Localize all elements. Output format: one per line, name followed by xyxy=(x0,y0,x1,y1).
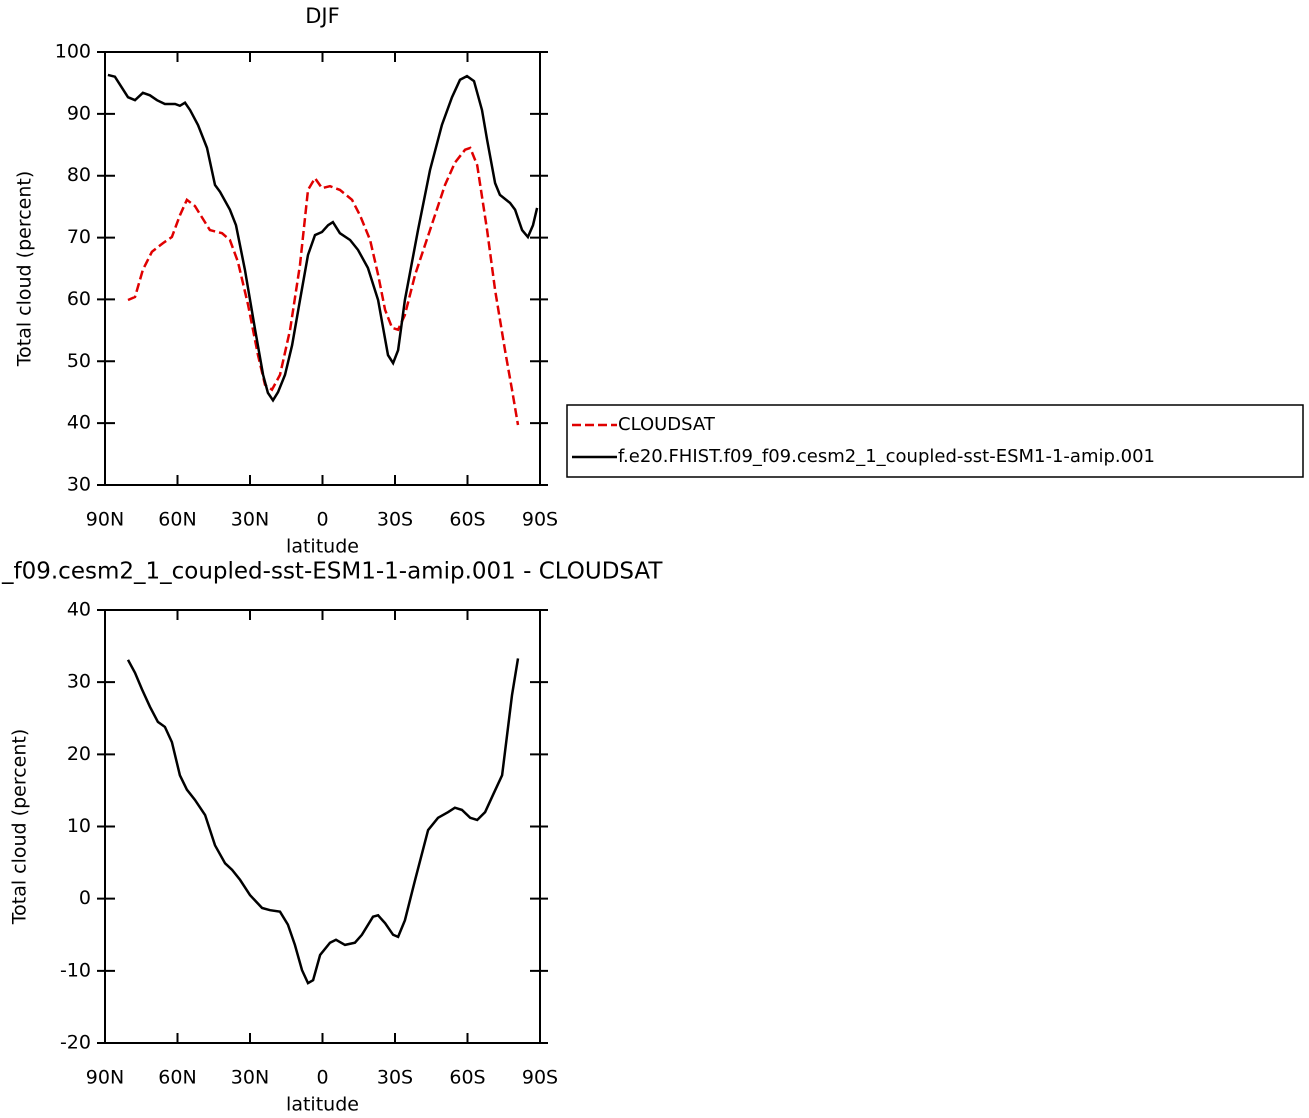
data-line xyxy=(127,146,520,426)
x-tick-label: 60N xyxy=(158,1067,196,1089)
y-tick-label: 40 xyxy=(67,412,91,434)
chart-title: _f09.cesm2_1_coupled-sst-ESM1-1-amip.001… xyxy=(1,559,663,585)
x-tick-label: 0 xyxy=(316,1067,328,1089)
plot-frame xyxy=(104,51,541,486)
x-tick-label: 60N xyxy=(158,509,196,531)
x-axis-label: latitude xyxy=(286,1094,359,1116)
y-tick-label: 90 xyxy=(67,102,91,124)
x-tick-label: 60S xyxy=(449,509,485,531)
y-tick-label: 100 xyxy=(55,41,91,63)
y-tick-label: 80 xyxy=(67,164,91,186)
x-axis-label: latitude xyxy=(286,536,359,558)
x-tick-label: 90N xyxy=(86,1067,124,1089)
y-tick-label: 20 xyxy=(67,743,91,765)
legend-label: CLOUDSAT xyxy=(618,414,716,435)
x-tick-label: 90S xyxy=(522,1067,558,1089)
x-tick-label: 60S xyxy=(449,1067,485,1089)
x-tick-label: 30N xyxy=(231,1067,269,1089)
y-tick-label: -20 xyxy=(60,1032,91,1054)
x-tick-label: 30N xyxy=(231,509,269,531)
y-tick-label: -10 xyxy=(60,959,91,981)
x-tick-label: 0 xyxy=(316,509,328,531)
y-axis-label: Total cloud (percent) xyxy=(14,171,36,368)
y-tick-label: 70 xyxy=(67,226,91,248)
legend-label: f.e20.FHIST.f09_f09.cesm2_1_coupled-sst-… xyxy=(618,446,1155,467)
data-line xyxy=(107,73,539,403)
x-tick-label: 30S xyxy=(377,1067,413,1089)
y-tick-label: 40 xyxy=(67,599,91,621)
y-axis-label: Total cloud (percent) xyxy=(9,729,31,926)
y-tick-label: 50 xyxy=(67,350,91,372)
y-tick-label: 30 xyxy=(67,671,91,693)
data-line xyxy=(126,658,520,985)
x-tick-label: 30S xyxy=(377,509,413,531)
x-tick-label: 90N xyxy=(86,509,124,531)
chart-title: DJF xyxy=(305,4,339,28)
y-tick-label: 10 xyxy=(67,815,91,837)
legend-box xyxy=(566,404,1304,478)
y-tick-label: 60 xyxy=(67,288,91,310)
y-tick-label: 0 xyxy=(79,887,91,909)
plot-frame xyxy=(104,609,541,1044)
y-tick-label: 30 xyxy=(67,474,91,496)
x-tick-label: 90S xyxy=(522,509,558,531)
